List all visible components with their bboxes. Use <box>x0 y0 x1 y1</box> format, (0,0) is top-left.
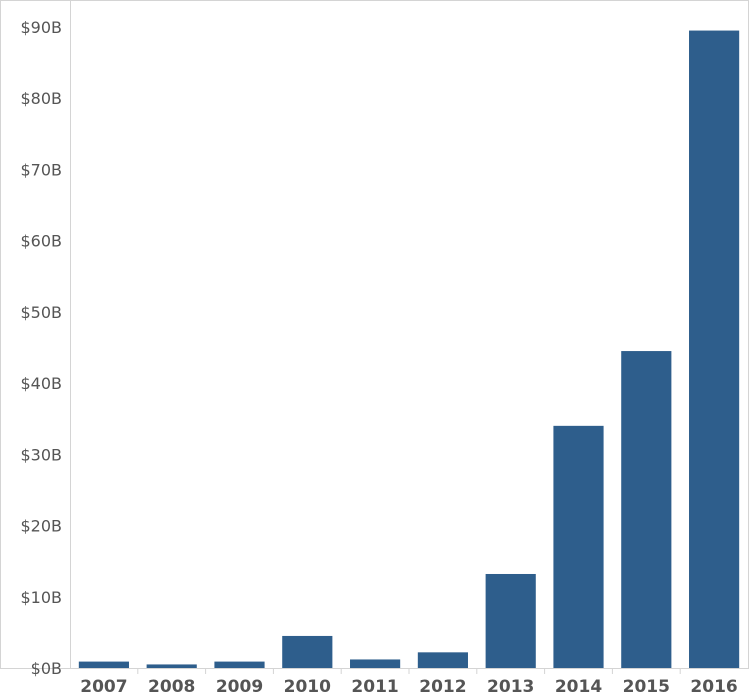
bar-2011[interactable] <box>350 659 401 668</box>
x-tick-label: 2011 <box>351 677 398 697</box>
x-tick-label: 2015 <box>623 677 670 697</box>
bar-2012[interactable] <box>417 652 468 668</box>
x-tick-label: 2013 <box>487 677 534 697</box>
bar-2007[interactable] <box>78 661 129 668</box>
x-tick-label: 2012 <box>419 677 466 697</box>
y-tick-label: $0B <box>31 659 62 678</box>
y-tick-label: $90B <box>20 18 62 37</box>
bar-2013[interactable] <box>485 573 536 668</box>
x-axis: 2007 2008 2009 2010 2011 2012 2013 2014 2015 2016 <box>80 669 738 697</box>
y-tick-label: $80B <box>20 89 62 108</box>
y-tick-label: $30B <box>20 445 62 464</box>
x-tick-label: 2007 <box>80 677 127 697</box>
x-tick-label: 2016 <box>690 677 737 697</box>
bar-2015[interactable] <box>621 351 672 668</box>
bar-2010[interactable] <box>282 635 333 668</box>
bar-2016[interactable] <box>689 30 740 669</box>
bar-2014[interactable] <box>553 425 604 668</box>
x-tick-label: 2010 <box>284 677 331 697</box>
y-tick-label: $50B <box>20 303 62 322</box>
x-tick-label: 2009 <box>216 677 263 697</box>
y-tick-label: $70B <box>20 160 62 179</box>
bar-2009[interactable] <box>214 661 265 668</box>
y-tick-label: $40B <box>20 374 62 393</box>
x-tick-label: 2008 <box>148 677 195 697</box>
y-tick-label: $60B <box>20 232 62 251</box>
y-tick-label: $10B <box>20 588 62 607</box>
y-tick-label: $20B <box>20 517 62 536</box>
bars <box>78 30 740 669</box>
x-tick-label: 2014 <box>555 677 602 697</box>
y-axis: $0B $10B $20B $30B $40B $50B $60B $70B $80B $90B <box>20 18 62 678</box>
bar-2008[interactable] <box>146 664 197 668</box>
